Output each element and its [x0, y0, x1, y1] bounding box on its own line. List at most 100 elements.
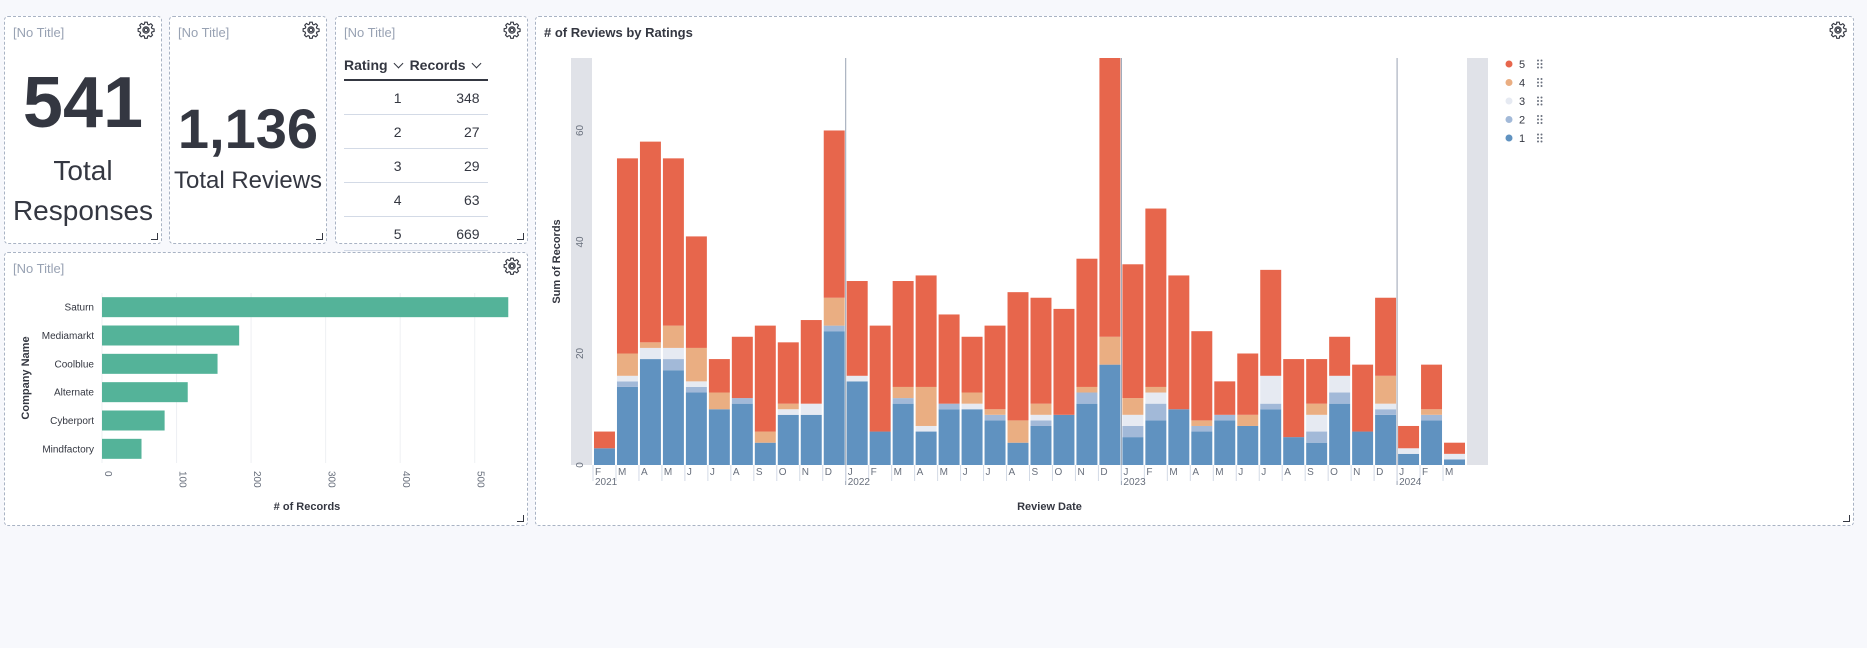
- legend-actions-icon: [1540, 103, 1543, 106]
- metric-label-line2: Responses: [12, 195, 154, 226]
- bar-segment-rating-5: [662, 158, 684, 326]
- table-row: 1 348: [344, 80, 488, 115]
- x-tick-label: A: [917, 467, 924, 478]
- resize-handle[interactable]: [1843, 515, 1850, 522]
- legend-actions-icon: [1537, 103, 1539, 106]
- bar-segment-rating-1: [1444, 459, 1465, 465]
- rating-table: Rating Records 1 348 2 27 3 29 4 63 5 669: [344, 47, 488, 251]
- x-tick-label: D: [825, 467, 832, 478]
- gear-icon[interactable]: [503, 257, 521, 275]
- bar-segment-rating-5: [1398, 425, 1420, 449]
- bar-segment-rating-1: [662, 370, 684, 465]
- gear-icon[interactable]: [137, 21, 155, 39]
- y-tick-label: 60: [575, 124, 586, 136]
- rating-table-panel: [No Title] Rating Records 1 348 2 27 3 29 4…: [335, 16, 528, 251]
- bar-segment-rating-1: [984, 420, 1006, 465]
- resize-handle[interactable]: [316, 233, 323, 240]
- x-tick-label: J: [848, 467, 853, 478]
- bar-segment-rating-3: [1145, 392, 1167, 404]
- table-row: 4 63: [344, 182, 488, 217]
- bar-segment-rating-3: [662, 347, 684, 360]
- gear-icon[interactable]: [1829, 21, 1847, 39]
- bar-segment-rating-2: [685, 386, 707, 393]
- bar-segment-rating-5: [1145, 208, 1167, 387]
- legend-actions-icon: [1540, 100, 1543, 102]
- bar-mediamarkt: [102, 325, 240, 346]
- bar-segment-rating-4: [1306, 403, 1328, 415]
- bar-segment-rating-2: [1030, 420, 1052, 426]
- legend-actions-icon: [1540, 85, 1543, 87]
- x-tick-label: A: [733, 467, 740, 478]
- x-tick-label: 400: [400, 471, 411, 488]
- x-tick-label: O: [779, 467, 787, 478]
- bar-segment-rating-1: [1122, 437, 1144, 465]
- resize-handle[interactable]: [151, 233, 158, 240]
- bar-segment-rating-1: [1237, 425, 1259, 465]
- bar-segment-rating-5: [777, 342, 799, 404]
- legend-swatch-3: [1505, 97, 1513, 105]
- bar-segment-rating-3: [1260, 375, 1282, 404]
- bar-segment-rating-5: [616, 158, 638, 354]
- legend-label: 5: [1519, 59, 1525, 71]
- legend-label: 3: [1519, 96, 1525, 108]
- bar-segment-rating-2: [1076, 392, 1098, 404]
- company-bar-chart: 0 100 200 300 400 500 Saturn Mediamarkt Coolblue…: [20, 293, 509, 513]
- legend-actions-icon: [1540, 66, 1543, 69]
- bar-segment-rating-1: [639, 359, 661, 465]
- x-tick-label: D: [1376, 467, 1383, 478]
- bar-segment-rating-1: [1168, 409, 1190, 465]
- column-header-records[interactable]: Records: [409, 47, 488, 81]
- bar-segment-rating-5: [1214, 381, 1236, 415]
- gear-icon[interactable]: [302, 21, 320, 39]
- bar-segment-rating-1: [1030, 425, 1052, 465]
- bar-segment-rating-1: [800, 414, 822, 465]
- x-tick-label: M: [618, 467, 626, 478]
- resize-handle[interactable]: [517, 515, 524, 522]
- cell-records: 29: [409, 148, 488, 183]
- bar-segment-rating-5: [915, 275, 937, 387]
- x-year-label: 2021: [595, 477, 618, 488]
- bar-segment-rating-5: [1283, 359, 1305, 438]
- y-axis-title: Company Name: [20, 336, 32, 419]
- x-tick-label: F: [871, 467, 877, 478]
- resize-handle[interactable]: [517, 233, 524, 240]
- bar-segment-rating-3: [1375, 403, 1397, 410]
- y-tick-label: Coolblue: [55, 359, 95, 370]
- bar-segment-rating-5: [984, 325, 1006, 410]
- legend-actions-icon: [1540, 115, 1543, 117]
- bar-segment-rating-5: [1260, 269, 1282, 376]
- y-tick-label: Cyberport: [50, 416, 94, 427]
- bar-segment-rating-1: [754, 442, 776, 465]
- x-year-label: 2023: [1123, 477, 1146, 488]
- bar-segment-rating-2: [938, 403, 960, 410]
- x-tick-label: M: [1215, 467, 1223, 478]
- bar-segment-rating-1: [1352, 431, 1374, 465]
- x-tick-label: J: [1261, 467, 1266, 478]
- bar-segment-rating-1: [1398, 453, 1420, 465]
- column-header-rating[interactable]: Rating: [344, 47, 410, 81]
- legend-swatch-4: [1505, 79, 1513, 86]
- y-tick-label: Saturn: [65, 303, 94, 314]
- panel-title: [No Title]: [178, 25, 230, 40]
- cell-rating: 4: [344, 182, 410, 217]
- bar-segment-rating-1: [1076, 403, 1098, 465]
- bar-segment-rating-5: [938, 314, 960, 404]
- chart-title: # of Reviews by Ratings: [544, 25, 693, 40]
- bar-segment-rating-1: [1191, 431, 1213, 465]
- legend-actions-icon: [1537, 122, 1539, 124]
- bar-segment-rating-5: [1007, 292, 1029, 421]
- bar-segment-rating-4: [1237, 414, 1259, 426]
- gear-icon[interactable]: [503, 21, 521, 39]
- bar-segment-rating-5: [1329, 336, 1351, 376]
- bar-segment-rating-2: [1145, 403, 1167, 421]
- x-tick-label: A: [1192, 467, 1199, 478]
- ratings-chart-panel: # of Reviews by Ratings 0 20 40 60 F M A M J J A S O…: [535, 16, 1854, 526]
- legend-label: 4: [1519, 78, 1525, 90]
- bar-segment-rating-4: [1122, 398, 1144, 415]
- company-chart-panel: [No Title] 0 100 200 300 400 500 Saturn Mediama…: [4, 252, 528, 526]
- bar-segment-rating-3: [1306, 414, 1328, 432]
- metric-panel-reviews: [No Title] 1,136 Total Reviews: [169, 16, 327, 244]
- bar-segment-rating-1: [594, 448, 615, 465]
- metric-panel-responses: [No Title] 541 Total Responses: [4, 16, 162, 244]
- x-axis-title: Review Date: [1017, 501, 1082, 513]
